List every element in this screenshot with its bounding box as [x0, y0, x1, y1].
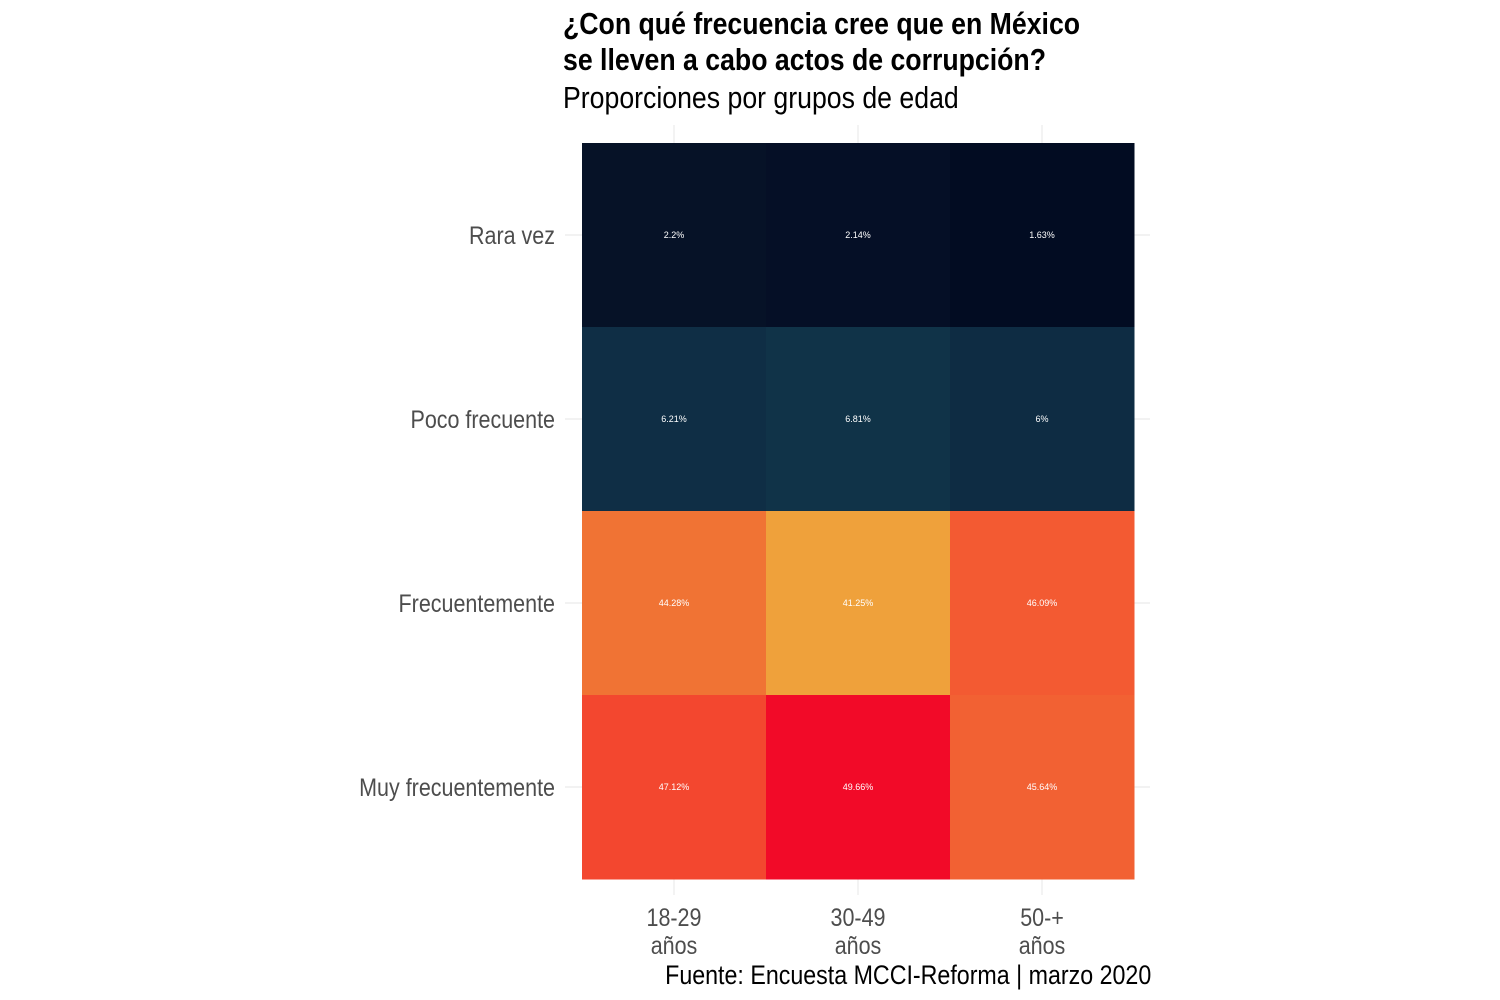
heatmap-tile	[766, 511, 951, 696]
x-tick-label-line-2: años	[835, 931, 882, 959]
heatmap-tile	[582, 327, 767, 512]
tile-value-label: 6%	[1035, 414, 1048, 424]
tile-value-label: 6.21%	[661, 414, 687, 424]
tile-value-label: 1.63%	[1029, 230, 1055, 240]
heatmap-tile	[582, 511, 767, 696]
tile-value-label: 45.64%	[1027, 782, 1058, 792]
tile-value-label: 2.14%	[845, 230, 871, 240]
chart-caption: Fuente: Encuesta MCCI-Reforma | marzo 20…	[664, 960, 1151, 990]
chart-title-line-2: se lleven a cabo actos de corrupción?	[563, 42, 1047, 77]
heatmap-tile	[582, 143, 767, 328]
x-tick-label-line-2: años	[1019, 931, 1066, 959]
tile-value-label: 46.09%	[1027, 598, 1058, 608]
y-tick-label: Frecuentemente	[399, 589, 555, 617]
y-tick-label: Muy frecuentemente	[359, 773, 555, 801]
y-tick-label: Rara vez	[469, 221, 555, 249]
chart-title-line-1: ¿Con qué frecuencia cree que en México	[563, 6, 1081, 41]
heatmap-tile	[950, 327, 1135, 512]
x-tick-label-line-2: años	[651, 931, 698, 959]
heatmap-tile	[766, 695, 951, 880]
tile-value-label: 44.28%	[659, 598, 690, 608]
heatmap-tile	[766, 327, 951, 512]
chart-subtitle: Proporciones por grupos de edad	[563, 80, 959, 115]
heatmap-tile	[950, 695, 1135, 880]
heatmap-tile	[582, 695, 767, 880]
heatmap-tile	[766, 143, 951, 328]
x-tick-label: 18-29	[647, 903, 702, 931]
y-tick-label: Poco frecuente	[410, 405, 555, 433]
heatmap-tile	[950, 511, 1135, 696]
x-tick-label: 30-49	[831, 903, 886, 931]
tile-value-label: 47.12%	[659, 782, 690, 792]
heatmap-tile	[950, 143, 1135, 328]
tile-value-label: 49.66%	[843, 782, 874, 792]
tile-value-label: 41.25%	[843, 598, 874, 608]
tile-value-label: 2.2%	[664, 230, 685, 240]
tile-value-label: 6.81%	[845, 414, 871, 424]
x-tick-label: 50-+	[1020, 903, 1064, 931]
